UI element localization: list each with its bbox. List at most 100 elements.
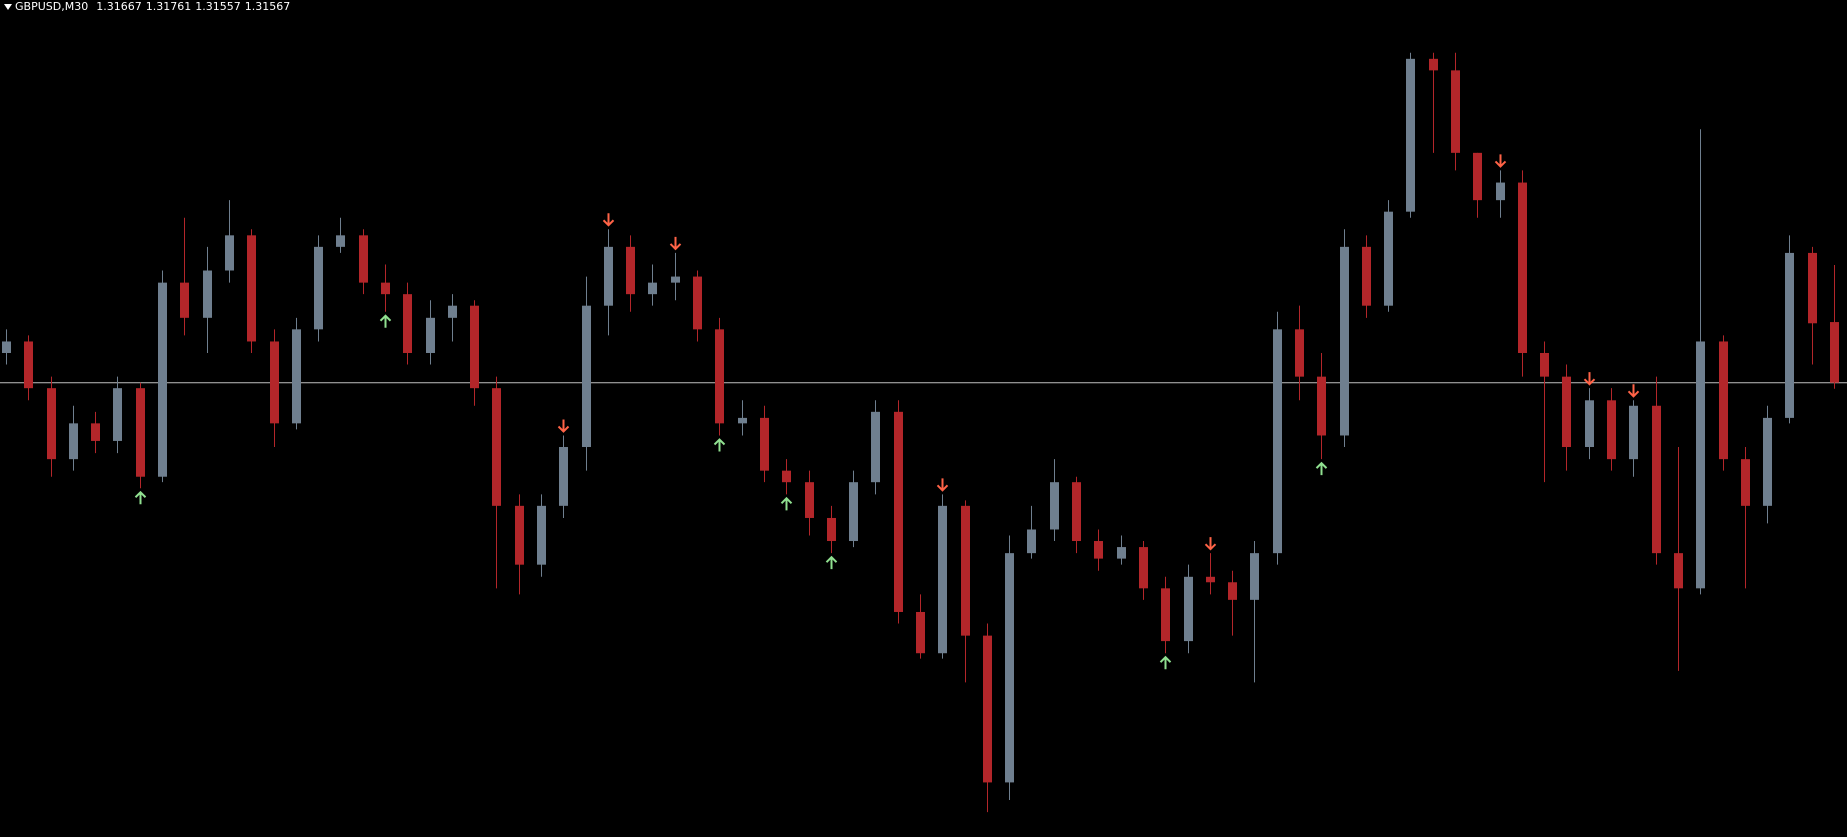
- buy-arrow: [780, 496, 793, 511]
- candle-body: [1005, 553, 1014, 783]
- candle-body: [827, 517, 836, 542]
- candle-body: [1652, 405, 1661, 554]
- candle-body: [270, 341, 279, 424]
- candle-body: [1384, 211, 1393, 306]
- buy-arrow: [1159, 655, 1172, 670]
- candle-body: [1808, 252, 1817, 324]
- candle-body: [1161, 588, 1170, 642]
- candle-body: [760, 417, 769, 471]
- candle-body: [582, 305, 591, 448]
- buy-arrow: [1315, 461, 1328, 476]
- candle-body: [336, 235, 345, 247]
- buy-arrow: [825, 555, 838, 570]
- candle-body: [1072, 482, 1081, 542]
- buy-arrow: [713, 438, 726, 452]
- candle-body: [1273, 329, 1282, 554]
- candle-body: [180, 282, 189, 318]
- sell-arrow: [602, 213, 615, 227]
- candle-body: [805, 482, 814, 518]
- candle-body: [626, 246, 635, 295]
- candle-body: [158, 282, 167, 477]
- candle-body: [871, 411, 880, 483]
- candle-body: [24, 341, 33, 389]
- candle-body: [1696, 341, 1705, 589]
- candle-body: [448, 305, 457, 318]
- candle-body: [604, 246, 613, 306]
- candle-body: [1741, 459, 1750, 506]
- candle-body: [738, 417, 747, 424]
- candle-body: [1496, 182, 1505, 201]
- candle-body: [1184, 576, 1193, 642]
- candle-body: [1629, 405, 1638, 460]
- candle-body: [1206, 576, 1215, 583]
- candle-body: [537, 505, 546, 565]
- candle-body: [916, 611, 925, 654]
- candle-body: [1362, 246, 1371, 306]
- candle-body: [938, 505, 947, 654]
- candle-body: [648, 282, 657, 295]
- chart-header: GBPUSD,M30 1.31667 1.31761 1.31557 1.31567: [4, 0, 290, 14]
- candle-body: [894, 411, 903, 612]
- candle-body: [515, 505, 524, 565]
- candle-body: [983, 635, 992, 783]
- candle-body: [381, 282, 390, 295]
- candle-body: [1785, 252, 1794, 418]
- candle-body: [203, 270, 212, 318]
- sell-arrow: [669, 236, 682, 251]
- candle-body: [91, 423, 100, 441]
- candle-body: [113, 388, 122, 441]
- candle-body: [247, 235, 256, 342]
- candle-body: [1763, 417, 1772, 506]
- candle-body: [1094, 541, 1103, 559]
- candle-body: [1674, 553, 1683, 589]
- candle-body: [470, 305, 479, 389]
- candle-body: [1518, 182, 1527, 353]
- candle-body: [1451, 70, 1460, 153]
- candle-body: [1228, 582, 1237, 600]
- sell-arrow: [1583, 372, 1596, 386]
- candle-body: [1117, 547, 1126, 559]
- low-price: 1.31557: [195, 0, 241, 13]
- candle-body: [136, 388, 145, 477]
- candle-body: [671, 276, 680, 283]
- candle-body: [314, 246, 323, 330]
- candle-body: [492, 388, 501, 506]
- candle-body: [1562, 376, 1571, 448]
- close-price: 1.31567: [244, 0, 291, 13]
- candle-body: [693, 276, 702, 330]
- candle-body: [1830, 322, 1839, 383]
- symbol: GBPUSD,M30: [15, 0, 89, 13]
- candle-body: [359, 235, 368, 283]
- candle-body: [2, 341, 11, 353]
- candle-body: [1406, 58, 1415, 212]
- buy-arrow: [134, 490, 147, 505]
- candle-body: [1317, 376, 1326, 436]
- candle-body: [69, 423, 78, 460]
- candle-body: [403, 294, 412, 353]
- candle-body: [225, 235, 234, 271]
- sell-arrow: [1204, 537, 1217, 551]
- candle-body: [1585, 400, 1594, 448]
- candle-body: [1607, 400, 1616, 460]
- candle-body: [1295, 329, 1304, 377]
- candle-body: [1540, 352, 1549, 377]
- candle-body: [426, 317, 435, 353]
- buy-arrow: [379, 314, 392, 328]
- candle-body: [559, 447, 568, 506]
- candle-body: [1429, 58, 1438, 71]
- sell-arrow: [1627, 384, 1640, 398]
- candle-body: [715, 329, 724, 424]
- candle-body: [292, 329, 301, 424]
- menu-triangle[interactable]: [4, 4, 12, 10]
- candle-body: [1719, 341, 1728, 460]
- candle-body: [782, 470, 791, 483]
- candle-body: [961, 505, 970, 636]
- high-price: 1.31761: [145, 0, 192, 13]
- candle-body: [1139, 547, 1148, 589]
- sell-arrow: [1494, 154, 1507, 168]
- candle-body: [47, 388, 56, 460]
- candle-body: [1340, 246, 1349, 436]
- candle-body: [1250, 553, 1259, 600]
